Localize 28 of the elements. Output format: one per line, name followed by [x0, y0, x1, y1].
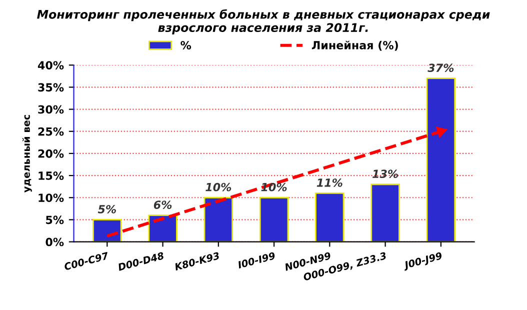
legend-label: % [180, 41, 192, 50]
data-label: 37% [428, 64, 454, 72]
y-tick-label: 5% [46, 216, 64, 224]
chart-title: Мониторинг пролеченных больных в дневных стационарах среди взрослого населения за 2011г. [37, 9, 490, 34]
y-tick-label: 40% [38, 61, 64, 70]
data-label: 10% [206, 182, 232, 192]
y-tick-label: 10% [38, 194, 64, 202]
y-tick-label: 20% [38, 149, 64, 158]
y-tick-label: 25% [38, 127, 64, 136]
bar [259, 196, 289, 242]
x-tick-label: I00-I99 [237, 252, 276, 269]
bar [426, 78, 456, 242]
y-tick-label: 35% [38, 83, 64, 92]
y-tick-label: 30% [38, 105, 64, 114]
data-label: 5% [98, 204, 116, 214]
y-axis-title: удельный вес [22, 114, 32, 192]
legend-label: Линейная (%) [312, 40, 398, 51]
data-label: 6% [154, 200, 172, 209]
bar [315, 192, 344, 242]
bar [92, 219, 122, 242]
data-label: 13% [372, 170, 398, 178]
bar [370, 184, 400, 242]
data-label: 11% [316, 178, 342, 187]
bar [204, 196, 234, 242]
data-label: 10% [261, 182, 287, 192]
bar [148, 214, 178, 242]
y-tick-label: 0% [46, 238, 64, 246]
y-tick-label: 15% [38, 172, 64, 180]
